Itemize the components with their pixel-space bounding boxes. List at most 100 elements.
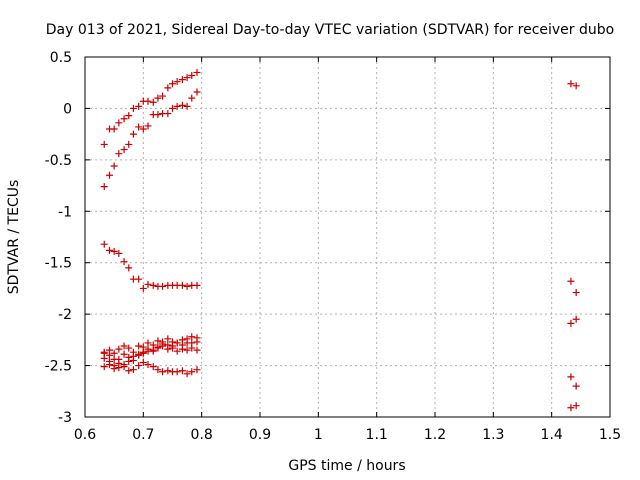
data-point [110, 125, 118, 133]
data-point [188, 344, 196, 352]
data-point [144, 347, 152, 355]
data-point [193, 68, 201, 76]
data-point [154, 111, 162, 119]
data-point [188, 368, 196, 376]
data-point [183, 74, 191, 82]
x-tick-label: 0.6 [74, 427, 96, 443]
data-point [169, 80, 176, 88]
data-point [144, 122, 152, 130]
data-point [129, 366, 137, 374]
y-tick-label: -1 [58, 204, 72, 220]
data-point [154, 337, 162, 345]
x-tick-label: 1.3 [482, 427, 504, 443]
data-point [173, 347, 181, 355]
y-tick-label: -2 [58, 307, 72, 323]
data-point [139, 358, 147, 366]
data-point [100, 363, 108, 371]
x-axis-label: GPS time / hours [288, 458, 405, 474]
data-point [144, 339, 152, 347]
data-point [193, 366, 201, 374]
data-point [188, 94, 196, 102]
data-point [139, 349, 147, 357]
data-point [173, 78, 181, 86]
data-point [567, 277, 575, 285]
data-point [106, 246, 113, 254]
data-point [169, 344, 176, 352]
data-point [567, 404, 575, 412]
data-point [178, 101, 186, 109]
y-tick-label: -0.5 [45, 153, 72, 169]
data-point [100, 240, 108, 248]
data-point [188, 72, 196, 80]
data-point [129, 352, 137, 360]
data-point [100, 140, 108, 148]
data-point [115, 360, 123, 368]
data-point [135, 362, 143, 370]
data-point [149, 98, 157, 106]
data-point [178, 367, 186, 375]
data-point [125, 112, 133, 120]
x-tick-label: 1.4 [541, 427, 563, 443]
data-point [154, 94, 162, 102]
data-point [567, 373, 575, 381]
data-point [129, 104, 137, 112]
data-point [173, 339, 181, 347]
data-point [572, 382, 580, 390]
data-point [567, 319, 575, 327]
data-point [159, 282, 167, 290]
data-point [164, 110, 172, 118]
data-point [106, 171, 113, 179]
data-point [572, 315, 580, 323]
data-point [159, 368, 167, 376]
data-point [135, 123, 143, 131]
data-point [125, 140, 133, 148]
data-point [129, 130, 137, 138]
data-point [159, 342, 167, 350]
data-point [125, 264, 133, 272]
data-point [120, 146, 128, 154]
data-point [149, 346, 157, 354]
data-point [183, 282, 191, 290]
data-point [100, 349, 108, 357]
data-point [572, 402, 580, 410]
data-point [125, 367, 133, 375]
data-point [169, 104, 176, 112]
data-point [173, 102, 181, 110]
x-tick-label: 1 [314, 427, 323, 443]
data-point [120, 350, 128, 358]
data-point [154, 366, 162, 374]
data-points [100, 68, 580, 412]
data-point [178, 76, 186, 84]
y-tick-label: 0.5 [50, 50, 72, 66]
data-point [164, 367, 172, 375]
data-point [164, 84, 172, 92]
data-point [173, 368, 181, 376]
data-point [106, 361, 113, 369]
data-point [110, 349, 118, 357]
x-tick-label: 0.8 [191, 427, 213, 443]
data-point [110, 162, 118, 170]
data-point [139, 125, 147, 133]
data-point [164, 335, 172, 343]
y-tick-label: 0 [63, 101, 72, 117]
data-point [144, 361, 152, 369]
data-point [164, 345, 172, 353]
data-point [144, 97, 152, 105]
data-point [193, 346, 201, 354]
data-point [100, 183, 108, 191]
data-point [567, 80, 575, 88]
data-point [120, 258, 128, 266]
data-point [183, 346, 191, 354]
grid-lines [85, 57, 610, 417]
x-tick-label: 0.9 [249, 427, 271, 443]
data-point [120, 363, 128, 371]
y-tick-label: -1.5 [45, 256, 72, 272]
data-point [135, 275, 143, 283]
x-tick-label: 1.2 [424, 427, 446, 443]
y-axis-label: SDTVAR / TECUs [6, 180, 22, 295]
data-point [125, 344, 133, 352]
data-point [115, 249, 123, 257]
data-point [154, 344, 162, 352]
data-point [135, 102, 143, 110]
